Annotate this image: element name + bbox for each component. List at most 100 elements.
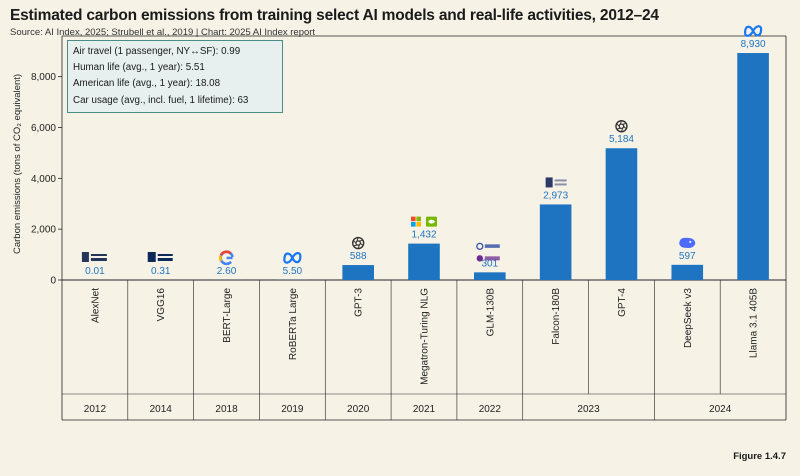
openai-petal [356, 237, 359, 242]
openai-petal [353, 240, 357, 244]
bar-value-label: 597 [679, 251, 696, 262]
bar [737, 53, 769, 280]
openai-petal [616, 127, 621, 130]
bar-value-label: 5.50 [283, 266, 303, 277]
bar-value-label: 0.01 [85, 266, 105, 277]
toronto-wordmark-line [90, 253, 107, 256]
openai-petal [623, 125, 627, 130]
category-label: Llama 3.1 405B [749, 288, 760, 358]
oxford-wordmark-line [157, 257, 173, 261]
year-label: 2012 [84, 404, 107, 415]
year-label: 2018 [215, 404, 238, 415]
year-label: 2021 [413, 404, 436, 415]
y-tick-label: 8,000 [31, 72, 56, 83]
category-label: GLM-130B [485, 288, 496, 337]
openai-ring [615, 120, 628, 133]
tii-logo [545, 177, 567, 188]
ms-square-blue [411, 222, 416, 227]
tii-wordmark-line [554, 179, 567, 182]
category-label: RoBERTa Large [288, 288, 299, 361]
bar-value-label: 2.60 [217, 266, 237, 277]
y-tick-label: 0 [50, 276, 56, 287]
tsinghua-seal [476, 255, 484, 262]
category-label: AlexNet [90, 288, 101, 323]
openai-petal [359, 239, 364, 242]
deepseek-whale [679, 237, 696, 248]
toronto-wordmark-line [90, 257, 107, 261]
openai-ring [351, 236, 365, 250]
reference-row-american-life: American life (avg., 1 year): 18.08 [73, 78, 221, 90]
ms-square-green [416, 216, 421, 222]
openai-petal [353, 244, 358, 247]
meta-glyph [743, 25, 763, 37]
year-label: 2024 [709, 404, 732, 415]
category-label: Megatron-Turing NLG [420, 288, 431, 385]
y-tick-label: 4,000 [31, 174, 56, 185]
chart-source: Source: AI Index, 2025; Strubell et al.,… [10, 27, 316, 38]
year-label: 2014 [150, 404, 173, 415]
openai-petal [360, 242, 364, 247]
year-label: 2019 [281, 404, 304, 415]
openai-petal [622, 122, 627, 125]
y-axis-label: Carbon emissions (tons of CO₂ equivalent… [12, 74, 23, 254]
reference-row-air-travel: Air travel (1 passenger, NY↔SF): 0.99 [73, 46, 241, 57]
y-tick-label: 6,000 [31, 123, 56, 134]
reference-row-car-usage: Car usage (avg., incl. fuel, 1 lifetime)… [73, 94, 249, 106]
year-label: 2022 [479, 404, 502, 415]
bar-value-label: 0.31 [151, 266, 171, 277]
bar-value-label: 2,973 [543, 190, 568, 201]
reference-activities-box: Air travel (1 passenger, NY↔SF): 0.99 Hu… [67, 40, 283, 113]
openai-logo [351, 236, 365, 250]
bar [605, 148, 638, 280]
google-arc-red [219, 250, 232, 256]
zhipu-glyph [476, 242, 484, 250]
category-label: GPT-3 [354, 288, 365, 317]
openai-petal [616, 123, 620, 127]
deepseek-eye [689, 240, 692, 243]
year-label: 2023 [577, 404, 600, 415]
bar [474, 272, 506, 280]
tii-mark [545, 177, 553, 188]
y-tick-label: 2,000 [31, 225, 56, 236]
tsinghua-wordmark [484, 256, 500, 261]
bar [539, 204, 572, 280]
zhipu-tsinghua-logo [476, 242, 500, 262]
tii-wordmark-line [554, 183, 567, 186]
openai-petal [619, 120, 622, 125]
chart-title: Estimated carbon emissions from training… [10, 7, 659, 24]
bar [408, 243, 440, 280]
meta-logo [283, 252, 302, 264]
bar [342, 265, 374, 280]
ms-square-yellow [416, 222, 421, 227]
category-label: DeepSeek v3 [683, 288, 694, 348]
microsoft-nvidia-logo [411, 216, 437, 227]
figure-label: Figure 1.4.7 [733, 451, 786, 462]
bar-value-label: 8,930 [741, 39, 766, 50]
year-label: 2020 [347, 404, 370, 415]
openai-logo [615, 120, 628, 133]
google-logo [218, 250, 234, 266]
toronto-logo [81, 251, 107, 262]
category-label: GPT-4 [617, 288, 628, 317]
category-label: Falcon-180B [551, 288, 562, 345]
google-arc-yellow [218, 254, 223, 262]
meta-logo [743, 25, 763, 37]
category-label: BERT-Large [222, 288, 233, 343]
deepseek-logo [679, 237, 696, 248]
category-label: VGG16 [156, 288, 167, 322]
toronto-crest [81, 251, 89, 262]
reference-row-human-life: Human life (avg., 1 year): 5.51 [73, 62, 205, 74]
oxford-logo [147, 251, 173, 262]
ms-square-red [411, 216, 416, 222]
bar [671, 264, 704, 280]
bar-value-label: 1,432 [411, 230, 436, 241]
bar-value-label: 5,184 [609, 134, 634, 145]
oxford-wordmark-line [157, 253, 173, 256]
oxford-crest [147, 251, 156, 262]
openai-petal [621, 128, 624, 132]
zhipu-wordmark [484, 244, 500, 248]
openai-petal [357, 244, 360, 249]
meta-glyph [283, 252, 302, 264]
nvidia-eye [428, 219, 435, 224]
